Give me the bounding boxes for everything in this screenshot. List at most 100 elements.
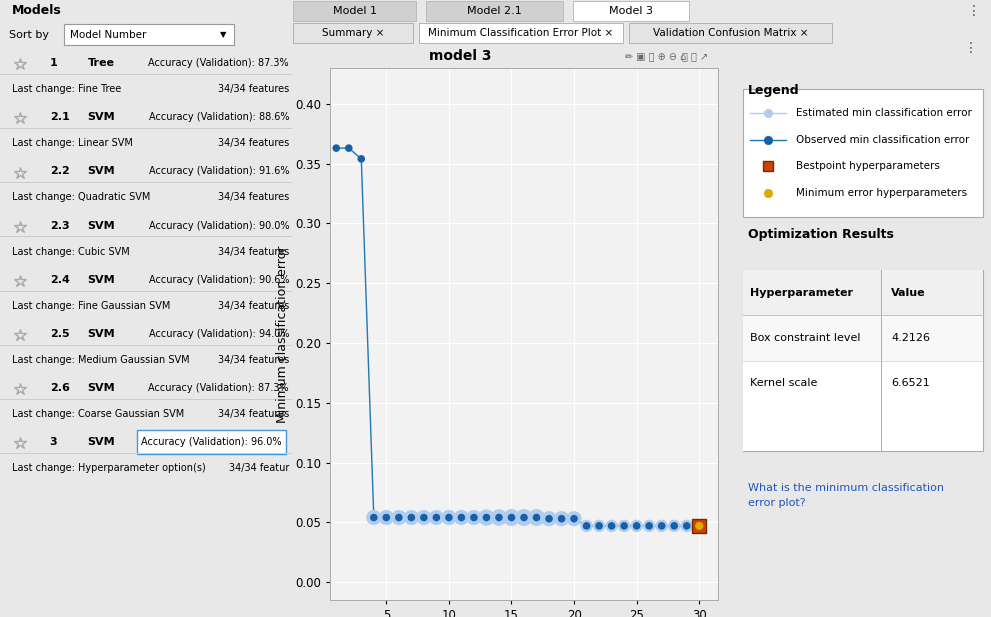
FancyBboxPatch shape — [573, 1, 689, 21]
Text: 34/34 features: 34/34 features — [218, 138, 289, 148]
Text: Model 3: Model 3 — [609, 6, 653, 15]
Point — [541, 514, 557, 524]
Point — [479, 513, 495, 523]
Point — [566, 514, 582, 524]
FancyBboxPatch shape — [293, 1, 416, 21]
Text: Last change: Medium Gaussian SVM: Last change: Medium Gaussian SVM — [12, 355, 189, 365]
Point — [566, 514, 582, 524]
Point — [379, 513, 394, 523]
Text: 34/34 featur: 34/34 featur — [229, 463, 289, 473]
Point — [666, 521, 682, 531]
Text: ➕ ➖ ↗: ➕ ➖ ↗ — [682, 51, 708, 61]
FancyBboxPatch shape — [742, 406, 983, 451]
Text: SVM: SVM — [87, 221, 115, 231]
Point — [579, 521, 595, 531]
Point — [416, 513, 432, 523]
Point — [354, 154, 370, 164]
Text: Accuracy (Validation): 91.6%: Accuracy (Validation): 91.6% — [149, 167, 289, 176]
Point — [528, 513, 544, 523]
Text: Model 1: Model 1 — [333, 6, 377, 15]
Point — [454, 513, 470, 523]
Point — [692, 521, 708, 531]
Text: Accuracy (Validation): 90.0%: Accuracy (Validation): 90.0% — [149, 221, 289, 231]
Point — [466, 513, 482, 523]
Point — [641, 521, 657, 531]
Point — [491, 513, 506, 523]
Text: Last change: Linear SVM: Last change: Linear SVM — [12, 138, 133, 148]
Text: 2.6: 2.6 — [50, 383, 69, 393]
Point — [528, 513, 544, 523]
Point — [416, 513, 432, 523]
Text: 2.4: 2.4 — [50, 275, 69, 284]
Point — [328, 143, 344, 153]
Text: ⋮: ⋮ — [966, 4, 980, 18]
Text: SVM: SVM — [87, 112, 115, 122]
Text: ⋮: ⋮ — [963, 41, 977, 54]
Text: Minimum error hyperparameters: Minimum error hyperparameters — [797, 188, 967, 198]
Point — [679, 521, 695, 531]
Text: Accuracy (Validation): 94.0%: Accuracy (Validation): 94.0% — [149, 329, 289, 339]
Text: SVM: SVM — [87, 383, 115, 393]
Text: model 3: model 3 — [429, 49, 492, 63]
Point — [479, 513, 495, 523]
FancyBboxPatch shape — [426, 1, 563, 21]
Text: Kernel scale: Kernel scale — [750, 378, 818, 388]
Point — [341, 143, 357, 153]
Text: 1: 1 — [50, 58, 57, 68]
FancyBboxPatch shape — [742, 270, 983, 451]
Point — [390, 513, 406, 523]
Point — [403, 513, 419, 523]
FancyBboxPatch shape — [742, 270, 983, 315]
FancyBboxPatch shape — [64, 24, 234, 45]
Text: Accuracy (Validation): 88.6%: Accuracy (Validation): 88.6% — [149, 112, 289, 122]
Point — [616, 521, 632, 531]
FancyBboxPatch shape — [742, 360, 983, 406]
Text: Optimization Results: Optimization Results — [748, 228, 894, 241]
Point — [366, 513, 382, 523]
Point — [692, 521, 708, 531]
Text: Accuracy (Validation): 87.3%: Accuracy (Validation): 87.3% — [149, 58, 289, 68]
Text: 4.2126: 4.2126 — [891, 333, 931, 343]
Text: Models: Models — [12, 4, 61, 17]
Point — [503, 513, 519, 523]
Point — [654, 521, 670, 531]
Text: SVM: SVM — [87, 275, 115, 284]
Point — [679, 521, 695, 531]
FancyBboxPatch shape — [742, 315, 983, 360]
Point — [654, 521, 670, 531]
FancyBboxPatch shape — [137, 430, 286, 454]
Point — [441, 513, 457, 523]
Text: Validation Confusion Matrix ×: Validation Confusion Matrix × — [653, 28, 809, 38]
Point — [604, 521, 619, 531]
FancyBboxPatch shape — [293, 23, 413, 43]
Point — [454, 513, 470, 523]
Point — [592, 521, 607, 531]
Text: Sort by: Sort by — [9, 30, 49, 39]
Point — [554, 514, 570, 524]
Text: 34/34 features: 34/34 features — [218, 84, 289, 94]
Point — [441, 513, 457, 523]
Text: 3: 3 — [50, 437, 57, 447]
FancyBboxPatch shape — [419, 23, 622, 43]
Point — [628, 521, 644, 531]
Point — [692, 521, 708, 531]
Text: 34/34 features: 34/34 features — [218, 193, 289, 202]
Point — [491, 513, 506, 523]
Text: Estimated min classification error: Estimated min classification error — [797, 108, 972, 118]
Text: Value: Value — [891, 288, 926, 298]
Text: SVM: SVM — [87, 167, 115, 176]
Text: Minimum Classification Error Plot ×: Minimum Classification Error Plot × — [428, 28, 613, 38]
Text: 34/34 features: 34/34 features — [218, 300, 289, 311]
Text: Last change: Coarse Gaussian SVM: Last change: Coarse Gaussian SVM — [12, 409, 184, 419]
Text: ▼: ▼ — [220, 30, 227, 39]
Text: Last change: Fine Tree: Last change: Fine Tree — [12, 84, 121, 94]
Text: Last change: Fine Gaussian SVM: Last change: Fine Gaussian SVM — [12, 300, 170, 311]
Text: Accuracy (Validation): 96.0%: Accuracy (Validation): 96.0% — [142, 437, 282, 447]
Point — [516, 513, 532, 523]
Text: Model 2.1: Model 2.1 — [468, 6, 522, 15]
Text: 2.5: 2.5 — [50, 329, 69, 339]
Point — [379, 513, 394, 523]
Point — [390, 513, 406, 523]
Text: SVM: SVM — [87, 329, 115, 339]
Point — [554, 514, 570, 524]
